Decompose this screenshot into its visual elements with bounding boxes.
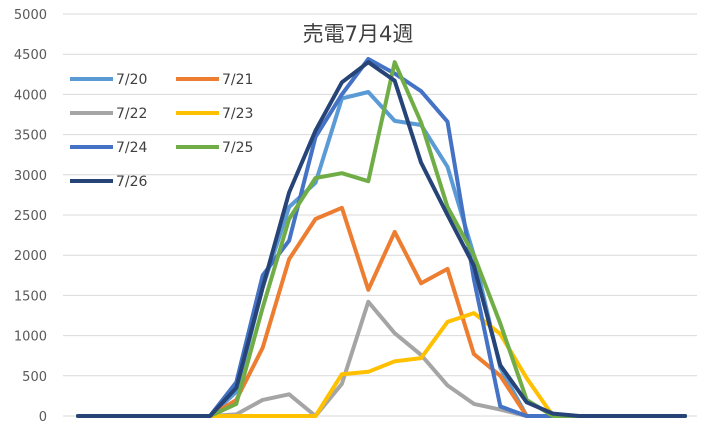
legend-label-7-25: 7/25 <box>222 140 253 156</box>
y-tick-label-500: 500 <box>22 370 47 385</box>
y-tick-label-5000: 5000 <box>14 8 47 23</box>
series-line-7-25 <box>76 60 687 418</box>
series-lines <box>76 57 687 418</box>
series-line-7-22 <box>76 299 687 418</box>
y-tick-label-2000: 2000 <box>14 249 47 264</box>
legend-label-7-24: 7/24 <box>116 140 148 156</box>
series-line-7-23 <box>76 311 687 418</box>
y-tick-label-3000: 3000 <box>14 169 47 184</box>
y-tick-label-3500: 3500 <box>14 129 47 144</box>
legend-label-7-20: 7/20 <box>116 72 147 88</box>
legend-label-7-23: 7/23 <box>222 106 253 122</box>
y-tick-label-0: 0 <box>39 410 47 425</box>
y-tick-label-2500: 2500 <box>14 209 47 224</box>
y-axis-tick-labels: 0 500 1000 1500 2000 2500 3000 3500 4000 4500 5000 <box>14 8 47 425</box>
chart-title: 売電7月4週 <box>303 22 414 46</box>
gridlines <box>63 13 697 417</box>
y-tick-label-1000: 1000 <box>14 330 47 345</box>
legend-label-7-26: 7/26 <box>116 174 148 190</box>
legend-label-7-21: 7/21 <box>222 72 253 88</box>
legend: 7/20 7/21 7/22 7/23 7/24 7/25 7/26 <box>70 72 253 190</box>
legend-label-7-22: 7/22 <box>116 106 147 122</box>
y-tick-label-4000: 4000 <box>14 88 47 103</box>
series-line-7-21 <box>76 205 687 418</box>
series-line-7-26 <box>76 60 687 418</box>
y-tick-label-4500: 4500 <box>14 48 47 63</box>
y-tick-label-1500: 1500 <box>14 289 47 304</box>
